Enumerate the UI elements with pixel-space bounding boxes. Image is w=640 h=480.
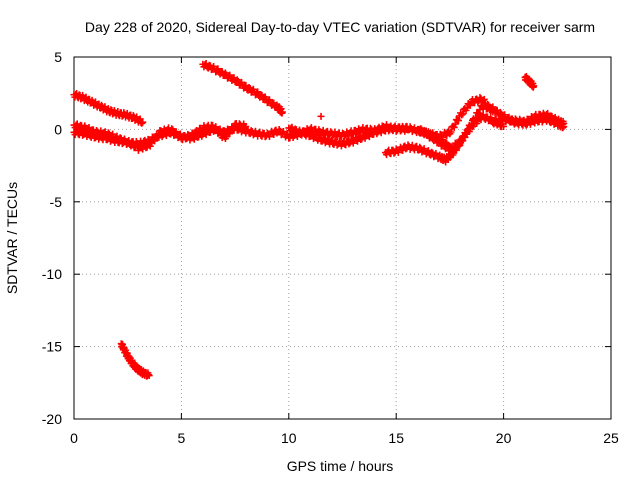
data-point [457, 138, 465, 146]
data-point [531, 119, 539, 127]
data-point [139, 145, 147, 153]
data-point [454, 117, 462, 125]
data-point [355, 125, 363, 133]
data-point [245, 84, 253, 92]
data-point [458, 137, 466, 145]
data-point [226, 130, 234, 138]
y-tick-label: -10 [42, 266, 62, 282]
data-point [216, 127, 224, 135]
x-tick-label: 10 [281, 430, 297, 446]
x-tick-label: 20 [496, 430, 512, 446]
y-tick-label: -5 [50, 194, 63, 210]
data-point [459, 110, 467, 118]
series-arc-hump-b [414, 94, 497, 142]
x-tick-label: 15 [388, 430, 404, 446]
data-point [471, 99, 479, 107]
data-point [450, 123, 458, 131]
data-point [349, 130, 357, 138]
data-point [416, 143, 424, 151]
data-point [413, 142, 421, 150]
data-point [403, 125, 411, 133]
data-point [488, 105, 496, 113]
data-point [485, 101, 493, 109]
series-arc-main-b [70, 119, 250, 154]
series-isolated [317, 112, 325, 120]
data-point [530, 82, 538, 90]
data-point [342, 141, 350, 149]
y-tick-label: 5 [54, 49, 62, 65]
ticks: 0 5 10 15 20 25 -20 -15 -10 -5 0 5 [42, 49, 619, 446]
data-point [218, 68, 226, 76]
x-tick-label: 0 [70, 430, 78, 446]
data-point [178, 136, 186, 144]
grid [74, 57, 611, 419]
series-arc-short [521, 73, 538, 91]
series-arc-desc-1 [70, 89, 147, 127]
data-point [145, 372, 153, 380]
plot-frame [73, 56, 612, 420]
data-point [278, 108, 286, 116]
y-tick-label: 0 [54, 121, 62, 137]
data-point [242, 123, 250, 131]
data-point [101, 128, 109, 136]
data-point [451, 120, 459, 128]
data-point [256, 128, 264, 136]
data-point [317, 112, 325, 120]
series-arc-end [489, 109, 568, 128]
series-arc-desc-2 [199, 60, 286, 117]
data-point [500, 123, 508, 131]
data-point [465, 128, 473, 136]
data-point [139, 118, 147, 126]
data-point [458, 111, 466, 119]
data-point [104, 129, 112, 137]
y-tick-label: -15 [42, 339, 62, 355]
data-point [548, 112, 556, 120]
data-points [70, 60, 568, 380]
data-point [146, 142, 154, 150]
data-point [168, 125, 176, 133]
data-point [97, 101, 105, 109]
data-point [155, 131, 163, 139]
chart-title: Day 228 of 2020, Sidereal Day-to-day VTE… [85, 19, 595, 35]
data-point [154, 132, 162, 140]
data-point [316, 133, 324, 141]
data-point [428, 148, 436, 156]
data-point [447, 128, 455, 136]
x-tick-label: 5 [178, 430, 186, 446]
data-point [453, 142, 461, 150]
data-point [489, 108, 497, 116]
data-point [138, 119, 146, 127]
data-point [73, 120, 81, 128]
data-point [560, 120, 568, 128]
data-point [480, 95, 488, 103]
x-tick-label: 25 [603, 430, 619, 446]
data-point [129, 140, 137, 148]
data-point [151, 137, 159, 145]
data-point [230, 124, 238, 132]
data-point [116, 134, 124, 142]
series-arc-mid [285, 122, 411, 150]
x-axis-label: GPS time / hours [287, 458, 394, 474]
data-point [466, 101, 474, 109]
data-point [522, 119, 530, 127]
data-point [249, 131, 257, 139]
data-point [321, 139, 329, 147]
data-point [265, 96, 273, 104]
y-tick-label: -20 [42, 411, 62, 427]
y-axis-label: SDTVAR / TECUs [4, 182, 20, 294]
series-arc-low [117, 340, 153, 380]
